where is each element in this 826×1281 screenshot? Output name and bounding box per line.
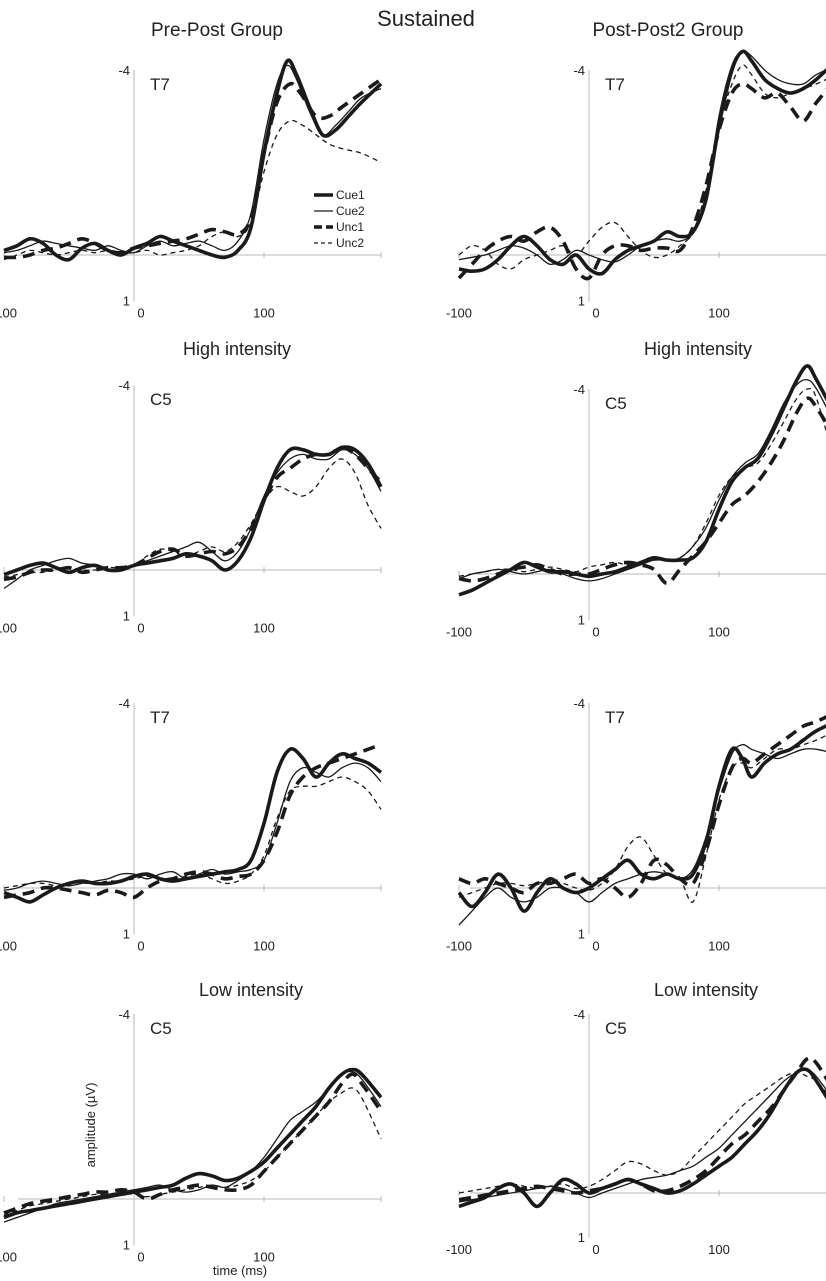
legend-label-unc2: Unc2 — [336, 236, 364, 250]
y-tick-label-bottom: 1 — [578, 612, 585, 627]
x-tick-label: 0 — [592, 1242, 599, 1257]
y-tick-label-top: -4 — [573, 1007, 585, 1022]
x-tick-label: 100 — [708, 1242, 730, 1257]
y-tick-label-bottom: 1 — [123, 608, 130, 623]
section-title-high-left: High intensity — [183, 339, 291, 359]
y-tick-label-top: -4 — [118, 378, 130, 393]
series-line-unc2 — [458, 1071, 826, 1194]
legend-label-unc1: Unc1 — [336, 220, 364, 234]
legend-label-cue2: Cue2 — [336, 204, 365, 218]
series-line-unc1 — [3, 77, 383, 260]
series-line-cue2 — [458, 1069, 826, 1203]
panel-5: -4 1 -100 0 100 T7 — [446, 49, 826, 320]
series-line-cue2 — [3, 1070, 382, 1223]
channel-label: C5 — [150, 1019, 172, 1038]
x-tick-label: 100 — [708, 938, 730, 953]
channel-label: T7 — [150, 708, 170, 727]
y-tick-label-top: -4 — [573, 63, 585, 78]
series-line-unc1 — [458, 1056, 826, 1202]
x-tick-label: -100 — [446, 1242, 472, 1257]
figure-title: Sustained — [377, 6, 475, 31]
column-title-pre-post: Pre-Post Group — [151, 20, 283, 41]
series-line-unc1 — [457, 81, 826, 281]
y-tick-label-bottom: 1 — [123, 926, 130, 941]
panel-7: -4 1 -100 0 100 T7 — [446, 696, 826, 953]
y-tick-label-bottom: 1 — [578, 1230, 585, 1245]
panel-1: -4 1 -100 0 100 T7 — [0, 58, 383, 320]
x-tick-label: -100 — [446, 305, 472, 320]
x-tick-label: 100 — [708, 624, 730, 639]
series-line-unc1 — [458, 715, 826, 900]
series-line-cue2 — [3, 448, 382, 590]
x-tick-label: 0 — [137, 305, 144, 320]
series-line-cue1 — [3, 58, 383, 262]
series-line-unc2 — [458, 64, 826, 270]
series-line-unc2 — [458, 734, 826, 903]
x-tick-label: -100 — [446, 938, 472, 953]
series-line-cue1 — [458, 1067, 826, 1209]
x-tick-label: -100 — [0, 1249, 17, 1264]
x-tick-label: 100 — [253, 1249, 275, 1264]
section-title-low-left: Low intensity — [199, 980, 303, 1000]
y-tick-label-bottom: 1 — [123, 293, 130, 308]
x-tick-label: 0 — [592, 624, 599, 639]
channel-label: T7 — [605, 708, 625, 727]
section-title-high-right: High intensity — [644, 339, 752, 359]
series-line-cue2 — [3, 64, 382, 254]
y-tick-label-top: -4 — [573, 696, 585, 711]
channel-label: C5 — [150, 390, 172, 409]
legend: Cue1 Cue2 Unc1 Unc2 — [314, 188, 365, 250]
series-line-unc2 — [458, 387, 826, 577]
legend-label-cue1: Cue1 — [336, 188, 365, 202]
series-line-unc2 — [3, 458, 382, 578]
y-tick-label-top: -4 — [573, 382, 585, 397]
x-tick-label: 100 — [708, 305, 730, 320]
panel-3: -4 1 -100 0 100 T7 — [0, 696, 383, 953]
y-tick-label-bottom: 1 — [123, 1237, 130, 1252]
x-tick-label: 100 — [253, 620, 275, 635]
series-line-cue2 — [458, 378, 826, 582]
x-tick-label: 0 — [137, 1249, 144, 1264]
panel-8: -4 1 -100 0 100 C5 — [446, 1007, 826, 1257]
column-title-post-post2: Post-Post2 Group — [592, 20, 743, 41]
panel-2: -4 1 -100 0 100 C5 — [0, 378, 383, 635]
panel-6: -4 1 -100 0 100 C5 — [446, 364, 826, 639]
x-tick-label: 0 — [592, 938, 599, 953]
y-tick-label-bottom: 1 — [578, 293, 585, 308]
x-tick-label: -100 — [0, 305, 17, 320]
series-line-cue1 — [458, 364, 826, 597]
y-tick-label-bottom: 1 — [578, 926, 585, 941]
series-line-unc2 — [3, 776, 382, 889]
x-tick-label: 0 — [137, 620, 144, 635]
y-tick-label-top: -4 — [118, 63, 130, 78]
series-line-unc1 — [458, 396, 826, 586]
x-tick-label: -100 — [446, 624, 472, 639]
x-tick-label: -100 — [0, 938, 17, 953]
series-line-unc2 — [3, 1087, 382, 1216]
channel-label: T7 — [605, 75, 625, 94]
series-line-unc1 — [3, 742, 382, 900]
series-line-cue1 — [458, 49, 826, 276]
y-axis-label: amplitude (µV) — [83, 1083, 98, 1168]
channel-label: C5 — [605, 394, 627, 413]
y-tick-label-top: -4 — [118, 696, 130, 711]
series-line-unc2 — [3, 119, 382, 261]
y-tick-label-top: -4 — [118, 1007, 130, 1022]
x-tick-label: 100 — [253, 938, 275, 953]
series-line-cue1 — [3, 747, 383, 904]
panels: -41-1000100T7-41-1000100C5-41-1000100T7-… — [0, 49, 826, 1264]
x-axis-label: time (ms) — [213, 1263, 267, 1278]
panel-4: -4 1 -100 0 100 C5 — [0, 1007, 383, 1264]
channel-label: T7 — [150, 75, 170, 94]
series-line-cue2 — [458, 50, 826, 266]
x-tick-label: -100 — [0, 620, 17, 635]
channel-label: C5 — [605, 1019, 627, 1038]
x-tick-label: 0 — [137, 938, 144, 953]
x-tick-label: 100 — [253, 305, 275, 320]
series-line-cue1 — [3, 1067, 383, 1220]
section-title-low-right: Low intensity — [654, 980, 758, 1000]
series-line-cue1 — [457, 724, 826, 913]
x-tick-label: 0 — [592, 305, 599, 320]
